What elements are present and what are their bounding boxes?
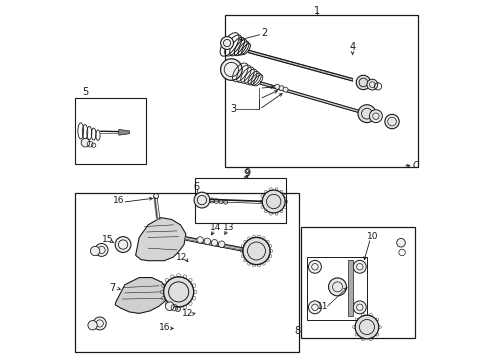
Circle shape	[115, 237, 131, 252]
Circle shape	[220, 37, 234, 49]
Text: 16: 16	[159, 323, 170, 332]
Text: 9: 9	[245, 168, 251, 178]
Circle shape	[283, 87, 288, 92]
Circle shape	[397, 238, 405, 247]
Text: 11: 11	[318, 302, 329, 311]
Circle shape	[93, 317, 106, 330]
Bar	[74, 193, 299, 352]
Circle shape	[355, 315, 379, 339]
Circle shape	[211, 239, 218, 246]
Circle shape	[204, 238, 211, 244]
Circle shape	[164, 277, 194, 307]
Circle shape	[385, 114, 399, 129]
Circle shape	[81, 138, 90, 147]
Text: 1: 1	[314, 6, 320, 16]
Circle shape	[358, 105, 376, 123]
Circle shape	[166, 302, 174, 311]
Circle shape	[353, 260, 366, 273]
Bar	[348, 260, 353, 316]
Circle shape	[219, 241, 225, 247]
Circle shape	[194, 192, 210, 208]
Circle shape	[329, 278, 346, 296]
Text: 10: 10	[367, 232, 378, 241]
Bar	[225, 15, 418, 167]
Text: 12: 12	[182, 309, 194, 318]
Circle shape	[197, 237, 203, 243]
Circle shape	[88, 320, 97, 330]
Bar	[195, 178, 286, 223]
Text: 4: 4	[349, 42, 356, 52]
Text: 6: 6	[194, 182, 199, 192]
Circle shape	[309, 301, 321, 314]
Bar	[74, 98, 147, 164]
Text: 15: 15	[102, 235, 114, 244]
Circle shape	[367, 79, 378, 90]
Text: 7: 7	[109, 283, 116, 293]
Polygon shape	[115, 278, 168, 314]
Polygon shape	[248, 50, 353, 81]
Circle shape	[95, 243, 108, 256]
Circle shape	[220, 59, 242, 80]
Text: 12: 12	[175, 253, 187, 262]
Text: 3: 3	[230, 104, 237, 114]
Text: 13: 13	[223, 223, 235, 232]
Circle shape	[369, 110, 382, 123]
Text: 5: 5	[82, 87, 89, 97]
Text: 8: 8	[294, 326, 300, 336]
Circle shape	[309, 260, 321, 273]
Circle shape	[353, 301, 366, 314]
Circle shape	[91, 246, 100, 256]
Bar	[300, 226, 416, 338]
Polygon shape	[260, 82, 360, 113]
Circle shape	[243, 237, 270, 265]
Circle shape	[356, 75, 370, 90]
Polygon shape	[136, 218, 186, 261]
Text: 9: 9	[244, 168, 250, 179]
Circle shape	[279, 86, 284, 91]
Polygon shape	[119, 130, 129, 135]
Bar	[307, 257, 367, 320]
Text: 16: 16	[113, 196, 124, 205]
Circle shape	[275, 84, 280, 89]
Text: 2: 2	[262, 28, 268, 38]
Text: 14: 14	[210, 223, 221, 232]
Text: C: C	[412, 161, 418, 170]
Circle shape	[262, 190, 285, 213]
